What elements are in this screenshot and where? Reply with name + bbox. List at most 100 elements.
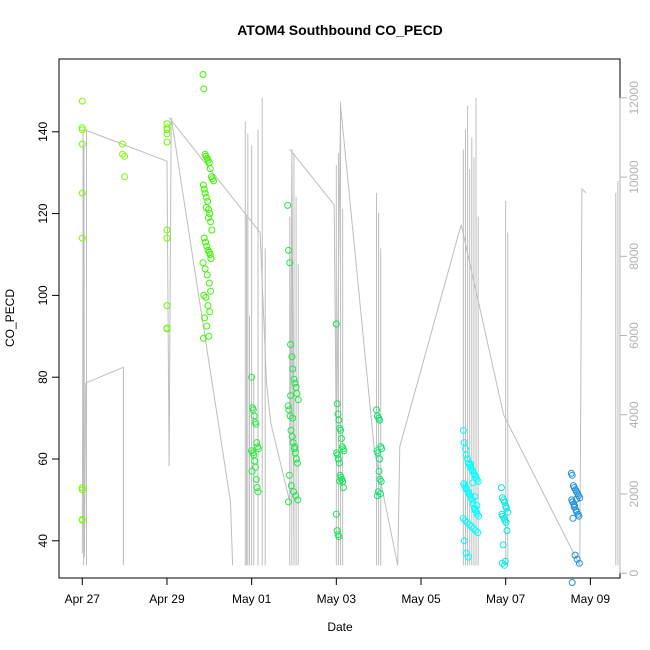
data-point-7-11 xyxy=(374,488,382,496)
y2-tick-label-2: 4000 xyxy=(627,401,641,428)
x-tick-label-5: May 07 xyxy=(486,592,526,606)
data-point-6-19 xyxy=(332,510,340,518)
data-point-3-30 xyxy=(205,279,213,287)
data-point-3-7 xyxy=(206,165,214,173)
data-point-0-0 xyxy=(78,97,86,105)
data-point-5-22 xyxy=(287,482,295,490)
data-point-10-23 xyxy=(572,495,580,503)
data-point-8-39 xyxy=(462,549,470,557)
altitude-segment-1 xyxy=(83,117,234,566)
data-point-3-41 xyxy=(205,214,212,222)
data-point-3-25 xyxy=(206,251,214,258)
altitude-line-layer xyxy=(81,97,621,566)
data-point-9-15 xyxy=(498,559,506,567)
data-point-10-19 xyxy=(573,555,581,563)
data-point-4-5 xyxy=(252,420,260,428)
data-point-10-20 xyxy=(575,559,583,567)
data-point-7-7 xyxy=(374,449,382,457)
data-point-4-17 xyxy=(248,467,256,475)
data-point-8-31 xyxy=(461,516,469,524)
data-point-3-21 xyxy=(202,238,209,246)
data-point-6-11 xyxy=(334,451,342,459)
data-point-1-1 xyxy=(119,150,126,158)
data-point-5-4 xyxy=(288,353,296,361)
data-point-0-1 xyxy=(78,124,86,132)
data-point-8-43 xyxy=(471,493,479,501)
data-point-8-40 xyxy=(464,553,472,561)
y2-tick-label-6: 12000 xyxy=(627,81,641,115)
data-point-8-33 xyxy=(465,520,473,528)
data-point-9-0 xyxy=(497,484,505,492)
data-point-4-13 xyxy=(252,463,259,471)
data-point-8-38 xyxy=(460,537,468,545)
x-axis-label: Date xyxy=(327,620,353,634)
y-tick-label-0: 40 xyxy=(36,534,50,548)
data-point-8-16 xyxy=(461,482,469,490)
data-point-9-11 xyxy=(502,518,510,526)
data-point-5-7 xyxy=(291,379,299,387)
data-point-3-34 xyxy=(204,302,212,310)
data-point-3-20 xyxy=(200,234,208,242)
data-point-5-2 xyxy=(286,259,294,267)
data-point-3-29 xyxy=(203,271,211,279)
data-point-4-15 xyxy=(253,484,261,492)
data-point-7-10 xyxy=(377,478,385,485)
data-point-2-3 xyxy=(163,130,171,138)
x-tick-label-2: May 01 xyxy=(232,592,272,606)
y-axis-label: CO_PECD xyxy=(3,289,17,347)
data-point-3-14 xyxy=(202,193,210,201)
data-point-10-8 xyxy=(576,494,584,502)
data-point-9-16 xyxy=(500,561,508,569)
y-tick-label-5: 140 xyxy=(36,121,50,141)
data-point-7-8 xyxy=(375,467,383,475)
y-tick-label-4: 120 xyxy=(36,203,50,223)
data-point-3-1 xyxy=(200,85,208,93)
data-point-3-35 xyxy=(206,308,214,316)
data-point-7-5 xyxy=(378,445,386,453)
data-point-3-27 xyxy=(199,259,207,267)
data-point-7-3 xyxy=(376,416,383,424)
data-point-3-26 xyxy=(207,255,215,263)
data-point-10-1 xyxy=(568,471,576,479)
data-point-10-21 xyxy=(568,579,576,586)
data-point-5-20 xyxy=(293,459,301,467)
data-point-3-33 xyxy=(202,293,210,301)
data-point-5-27 xyxy=(287,392,295,400)
data-point-0-4 xyxy=(78,189,86,197)
data-point-8-29 xyxy=(475,512,483,520)
data-point-6-12 xyxy=(334,455,342,463)
data-point-3-18 xyxy=(207,218,215,226)
data-point-2-7 xyxy=(163,302,171,310)
data-point-5-23 xyxy=(290,488,298,496)
data-point-10-22 xyxy=(570,503,578,511)
data-point-1-3 xyxy=(121,173,129,181)
x-tick-label-4: May 05 xyxy=(401,592,441,606)
data-point-9-5 xyxy=(503,504,510,512)
y2-tick-label-0: 0 xyxy=(627,570,641,577)
x-tick-label-0: Apr 27 xyxy=(65,592,101,606)
data-point-3-15 xyxy=(204,197,212,205)
data-point-3-32 xyxy=(200,291,208,299)
data-point-5-25 xyxy=(294,496,302,504)
data-point-3-19 xyxy=(208,226,216,234)
data-point-10-18 xyxy=(571,551,579,559)
data-point-4-16 xyxy=(254,488,262,496)
data-point-8-1 xyxy=(460,439,468,447)
data-point-10-16 xyxy=(575,512,583,520)
data-point-3-39 xyxy=(199,334,207,342)
data-point-5-0 xyxy=(284,201,292,209)
data-point-3-36 xyxy=(201,314,209,322)
data-point-3-16 xyxy=(205,206,212,213)
data-point-6-9 xyxy=(340,447,348,455)
data-point-3-0 xyxy=(199,71,207,78)
x-tick-label-3: May 03 xyxy=(317,592,357,606)
data-point-7-13 xyxy=(373,492,381,500)
data-point-8-37 xyxy=(474,529,482,537)
data-point-8-30 xyxy=(459,514,467,522)
data-point-4-0 xyxy=(248,373,256,381)
data-point-6-6 xyxy=(337,435,345,442)
data-point-6-23 xyxy=(336,477,344,485)
data-point-8-34 xyxy=(467,523,475,530)
data-point-2-6 xyxy=(163,234,171,242)
